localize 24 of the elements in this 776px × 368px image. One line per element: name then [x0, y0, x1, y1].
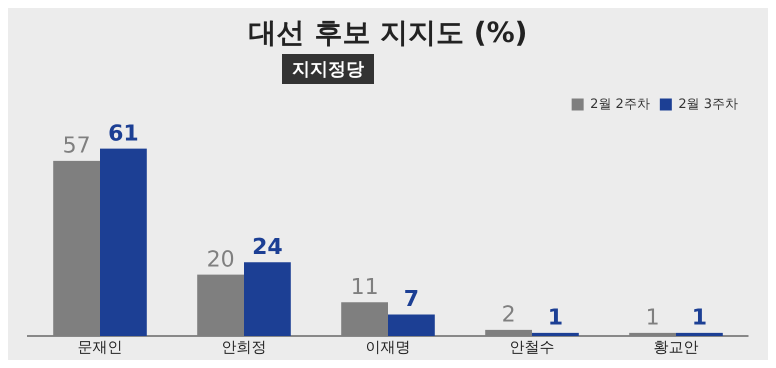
data-label: 2 — [502, 302, 516, 328]
bar — [100, 148, 147, 336]
x-tick-label: 안철수 — [510, 338, 554, 356]
bar — [244, 262, 291, 336]
x-tick-label: 문재인 — [78, 338, 122, 356]
data-label: 61 — [108, 121, 139, 146]
x-tick-label: 이재명 — [366, 338, 410, 356]
legend-label: 2월 3주차 — [678, 96, 738, 112]
data-label: 1 — [646, 306, 660, 331]
bar — [676, 332, 723, 336]
data-label: 7 — [404, 287, 420, 312]
bar — [388, 314, 435, 336]
x-tick-label: 황교안 — [654, 338, 698, 356]
chart-subtitle: 지지정당 — [282, 54, 374, 84]
data-label: 20 — [206, 247, 235, 272]
data-label: 24 — [252, 235, 283, 260]
legend-label: 2월 2주차 — [590, 96, 650, 112]
data-label: 1 — [548, 306, 564, 331]
chart-title: 대선 후보 지지도 (%) — [248, 15, 528, 51]
data-label: 1 — [692, 306, 708, 331]
data-label: 11 — [350, 274, 379, 300]
x-tick-label: 안희정 — [222, 338, 266, 356]
data-label: 57 — [62, 134, 91, 159]
bar — [532, 332, 579, 336]
